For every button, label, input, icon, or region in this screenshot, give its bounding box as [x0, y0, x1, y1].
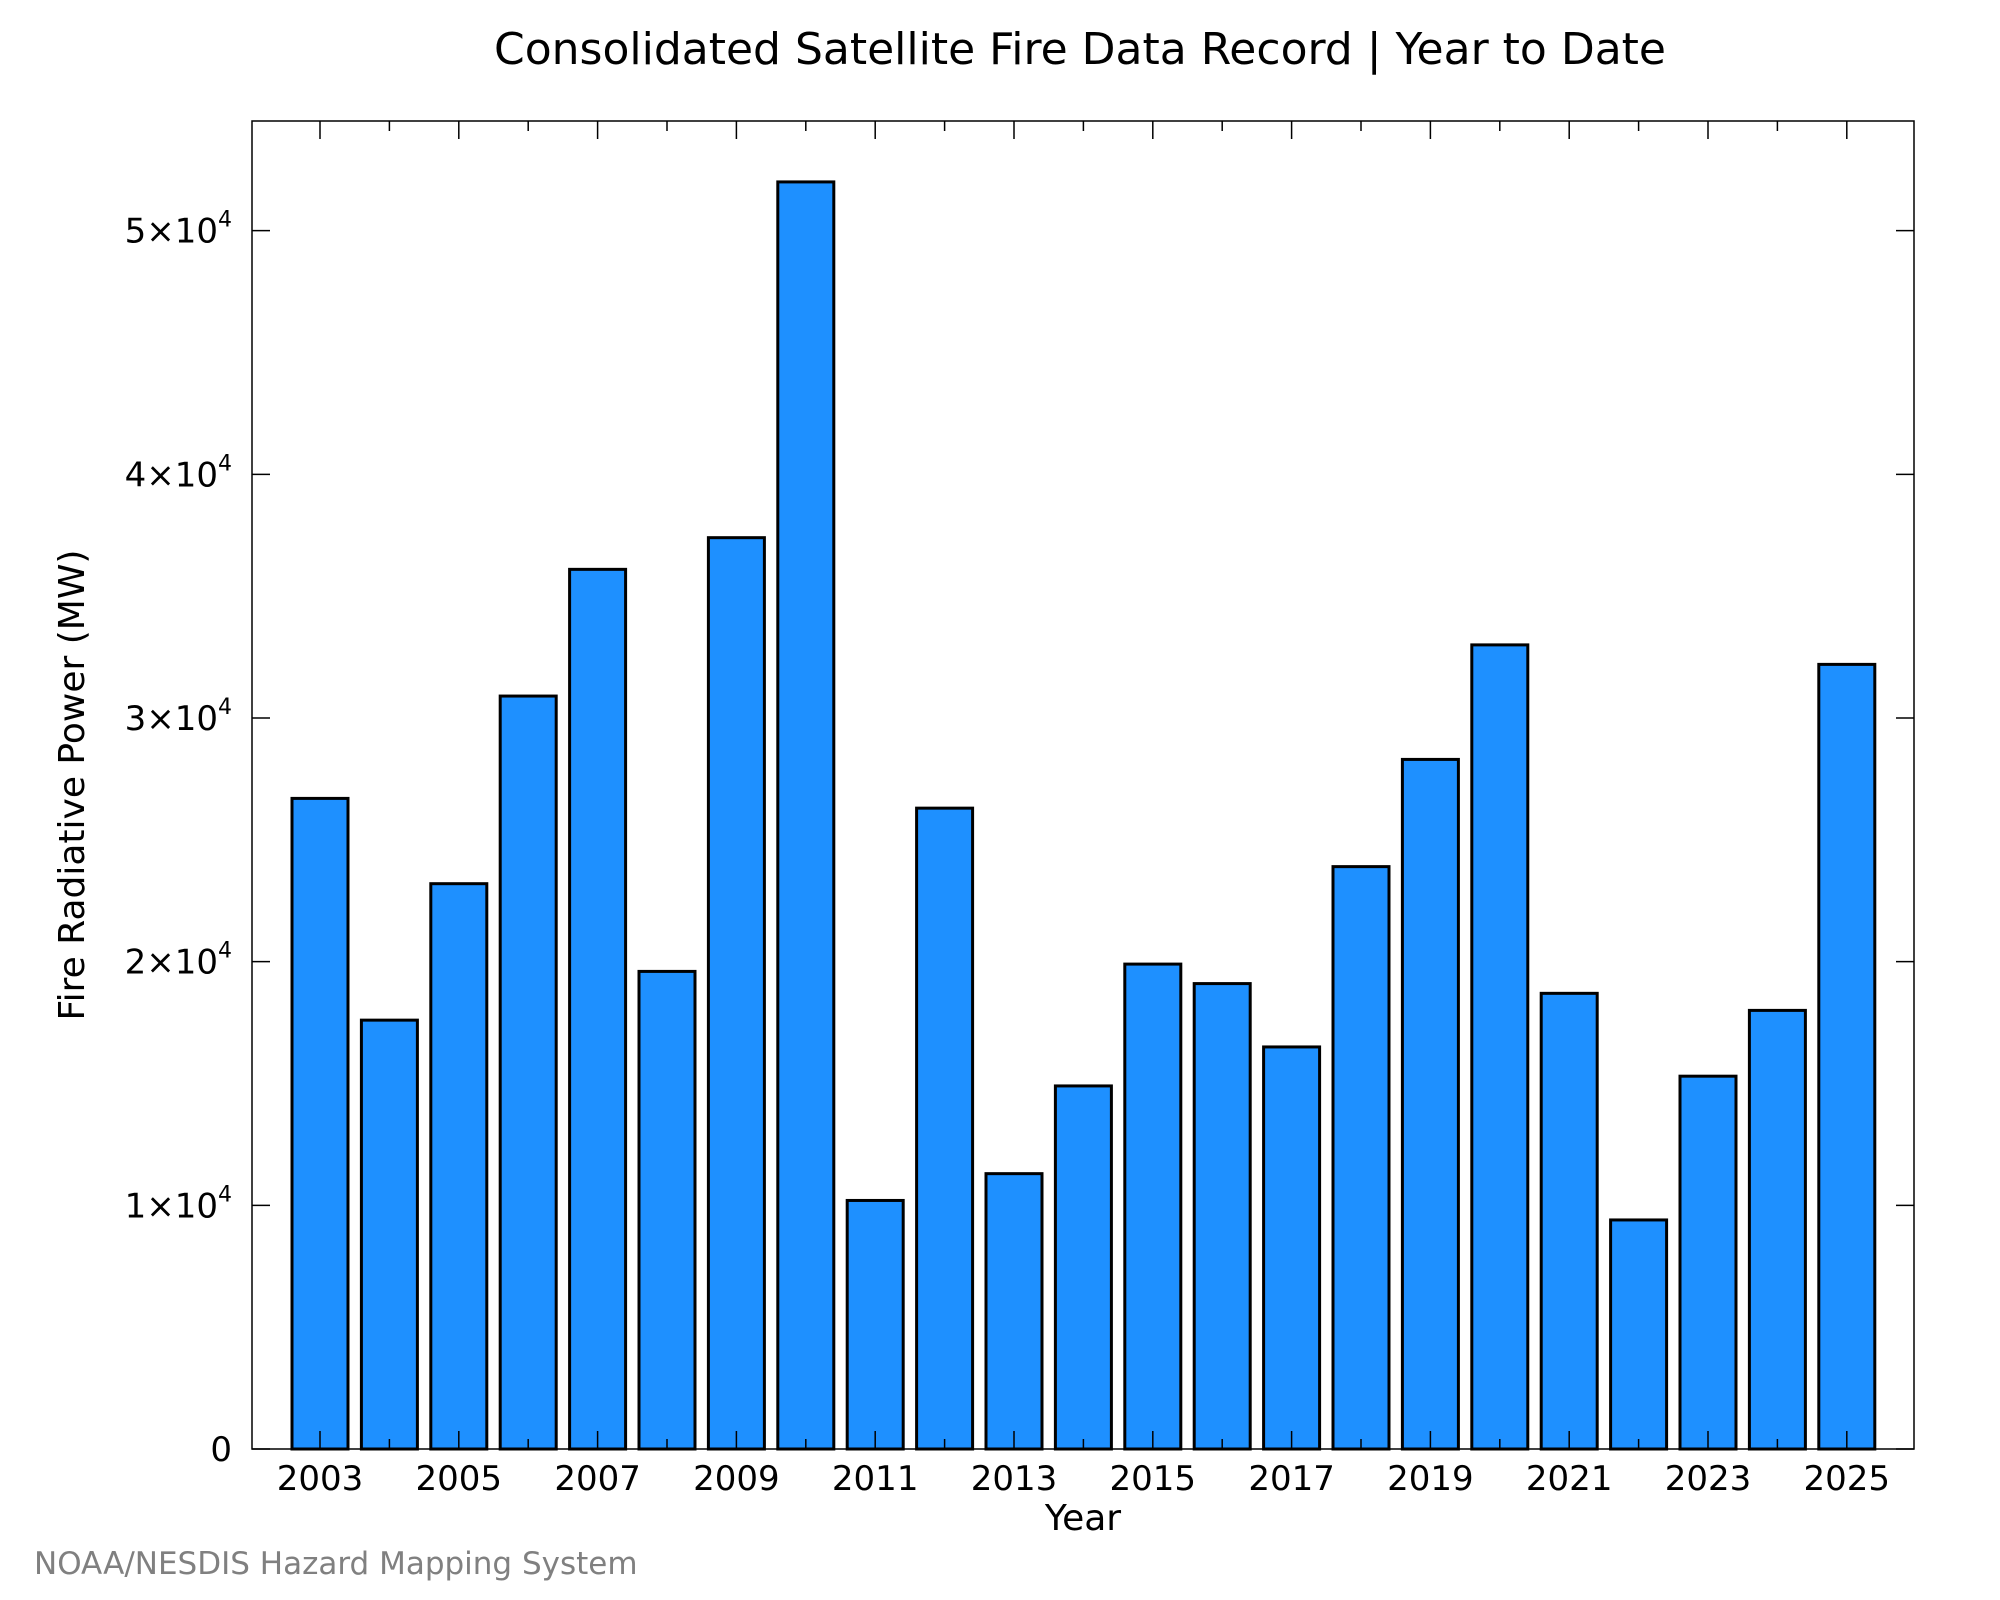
bar-2014: [1053, 1084, 1113, 1451]
bar-2009: [706, 536, 766, 1451]
bar-2007: [568, 567, 628, 1451]
x-tick-label-2023: 2023: [1665, 1459, 1752, 1499]
bar-2019: [1400, 757, 1460, 1451]
bar-2017: [1262, 1045, 1322, 1451]
bar-2018: [1331, 865, 1391, 1451]
bar-2013: [984, 1172, 1044, 1451]
bar-2020: [1470, 643, 1530, 1451]
bar-2010: [776, 180, 836, 1451]
y-axis-label: Fire Radiative Power (MW): [52, 550, 93, 1021]
x-tick-label-2019: 2019: [1387, 1459, 1474, 1499]
credit-text: NOAA/NESDIS Hazard Mapping System: [34, 1546, 638, 1582]
y-tick-label: 0: [210, 1430, 232, 1470]
y-tick-label: 3×104: [125, 695, 232, 739]
bar-2003: [290, 796, 350, 1451]
x-tick-label-2021: 2021: [1526, 1459, 1613, 1499]
bar-2015: [1123, 962, 1183, 1451]
bar-2024: [1747, 1008, 1807, 1451]
bar-2022: [1609, 1218, 1669, 1451]
bar-2011: [845, 1198, 905, 1451]
bar-2016: [1192, 982, 1252, 1451]
bar-2021: [1539, 991, 1599, 1451]
bar-2012: [915, 806, 975, 1451]
y-tick-label: 5×104: [125, 208, 232, 252]
x-tick-label-2013: 2013: [971, 1459, 1058, 1499]
bar-2004: [359, 1018, 419, 1451]
x-axis-label: Year: [1044, 1498, 1121, 1539]
y-tick-label: 2×104: [125, 939, 232, 983]
bar-2025: [1817, 662, 1877, 1451]
x-tick-label-2025: 2025: [1804, 1459, 1891, 1499]
x-tick-label-2011: 2011: [832, 1459, 919, 1499]
chart-title: Consolidated Satellite Fire Data Record …: [494, 24, 1666, 75]
x-axis-ticks: 2003 2005 2007 2009 2011 2013 2015 2017 2019 2021…: [277, 121, 1890, 1499]
bar-2006: [498, 694, 558, 1451]
bar-2008: [637, 969, 697, 1451]
x-tick-label-2015: 2015: [1110, 1459, 1197, 1499]
y-tick-label: 4×104: [125, 451, 232, 495]
y-axis-ticks: 0 1×104 2×104 3×104 4×104 5×104: [125, 208, 1914, 1470]
x-tick-label-2007: 2007: [554, 1459, 641, 1499]
y-tick-label: 1×104: [125, 1182, 232, 1226]
x-tick-label-2017: 2017: [1248, 1459, 1335, 1499]
bar-2023: [1678, 1074, 1738, 1451]
x-tick-label-2009: 2009: [693, 1459, 780, 1499]
x-tick-label-2005: 2005: [416, 1459, 503, 1499]
x-tick-label-2003: 2003: [277, 1459, 364, 1499]
bar-2005: [429, 882, 489, 1451]
bars-group: [290, 180, 1877, 1451]
